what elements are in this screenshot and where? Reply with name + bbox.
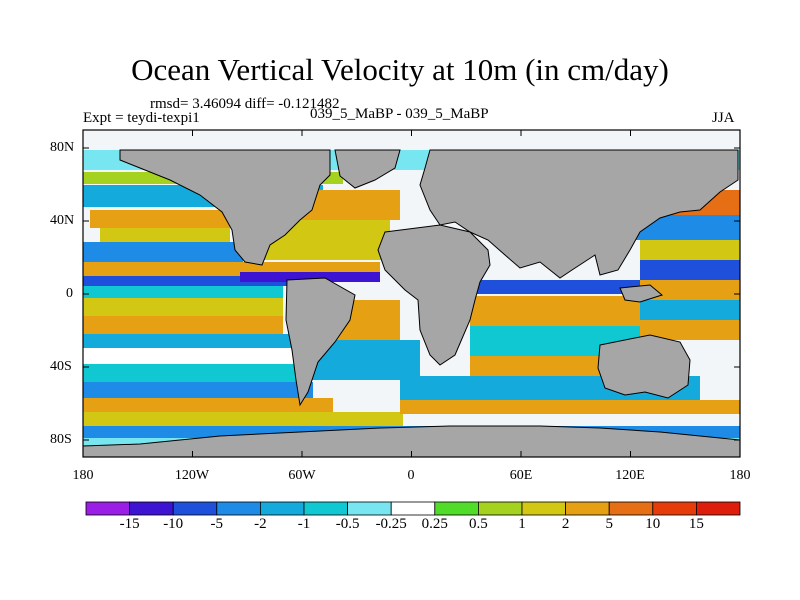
colorbar-swatch: [129, 501, 174, 516]
colorbar-swatch: [477, 501, 523, 516]
colorbar-swatch: [696, 501, 741, 516]
colorbar-label: -1: [297, 516, 311, 532]
colorbar-swatch: [434, 501, 479, 516]
colorbar-swatch: [521, 501, 566, 516]
colorbar-swatch: [303, 501, 348, 516]
lat-label: 40N: [50, 213, 75, 228]
colorbar-swatch: [216, 501, 261, 516]
colorbar-label: -2: [254, 516, 267, 532]
lat-label: 80S: [50, 432, 72, 447]
experiment-label: Expt = teydi-texpi1: [83, 110, 200, 126]
lon-label: 60W: [288, 468, 316, 483]
colorbar-label: -15: [119, 516, 140, 532]
map-title: Ocean Vertical Velocity at 10m (in cm/da…: [131, 52, 669, 87]
colorbar-label: 0.5: [469, 516, 488, 532]
colorbar-label: -0.25: [375, 516, 407, 532]
colorbar-swatch: [652, 501, 697, 516]
lon-label: 180: [72, 468, 94, 483]
axis-ticks: [82, 130, 741, 457]
season-label: JJA: [712, 110, 735, 126]
colorbar: [85, 501, 741, 516]
lon-label: 120E: [615, 468, 645, 483]
colorbar-swatch: [172, 501, 218, 516]
lon-label: 0: [407, 468, 415, 483]
lat-label: 0: [66, 286, 73, 301]
lon-label: 180: [729, 468, 751, 483]
colorbar-label: -0.5: [335, 516, 360, 532]
period-label: 039_5_MaBP - 039_5_MaBP: [310, 106, 489, 122]
colorbar-label: -5: [210, 516, 224, 532]
colorbar-label: 1: [518, 516, 526, 532]
colorbar-swatch: [390, 501, 436, 516]
colorbar-swatch: [347, 501, 392, 516]
lat-label: 80N: [50, 140, 75, 155]
colorbar-label: 2: [561, 516, 570, 532]
colorbar-label: 15: [688, 516, 704, 532]
colorbar-swatch: [565, 501, 610, 516]
land-masses: [83, 149, 740, 457]
lon-label: 60E: [509, 468, 533, 483]
stats-label: rmsd= 3.46094 diff= -0.121482: [150, 96, 340, 112]
colorbar-label: 5: [605, 516, 613, 532]
colorbar-swatch: [259, 501, 305, 516]
colorbar-label: 0.25: [421, 516, 448, 532]
lon-label: 120W: [174, 468, 210, 483]
colorbar-label: 10: [645, 516, 661, 532]
colorbar-label: -10: [163, 516, 184, 532]
lat-label: 40S: [50, 359, 72, 374]
colorbar-swatch: [608, 501, 654, 516]
colorbar-swatch: [85, 501, 130, 516]
